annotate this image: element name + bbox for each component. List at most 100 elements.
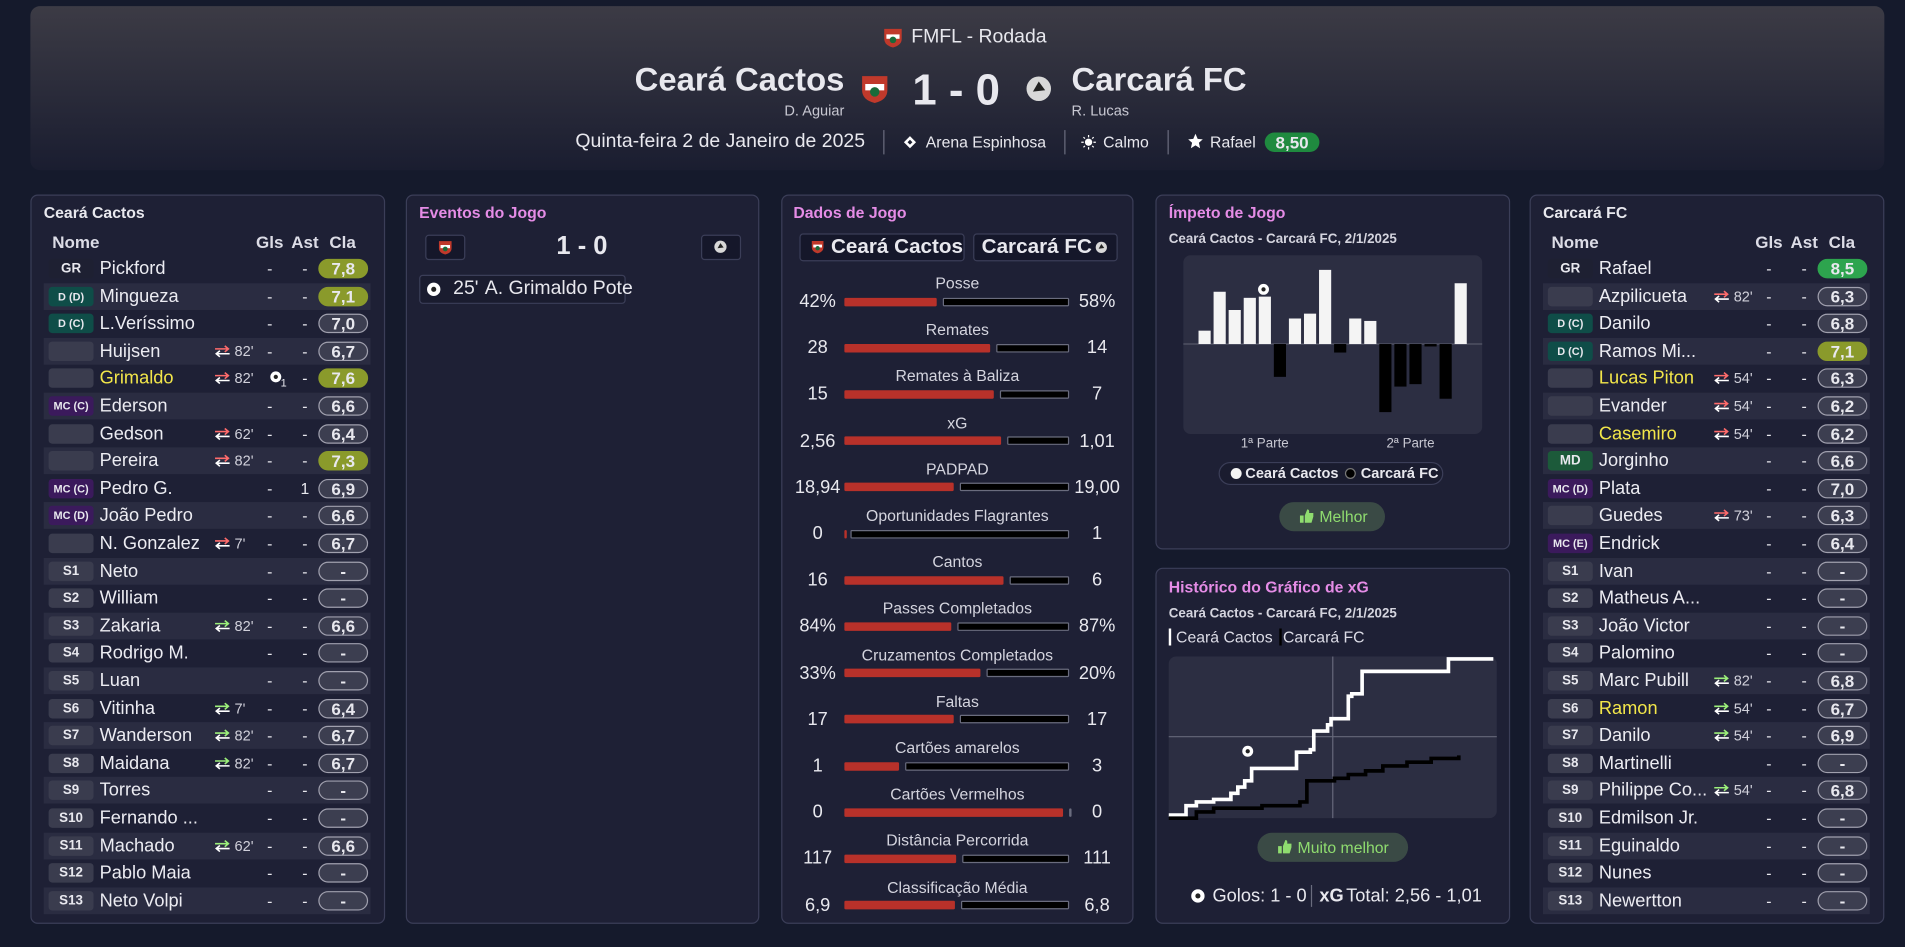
icon-part: [215, 734, 230, 742]
icon-part: [215, 757, 230, 765]
rating-badge: 6,4: [318, 698, 369, 718]
goals: -: [1766, 863, 1772, 883]
rating-badge: -: [1817, 588, 1868, 609]
stat-home: 117: [803, 848, 833, 870]
goals: -: [267, 561, 273, 580]
xg-line: [1168, 755, 1461, 820]
position-badge: S5: [1547, 671, 1593, 691]
row-bg: [43, 337, 371, 365]
assists: -: [302, 809, 308, 828]
position-badge: S12: [48, 863, 94, 883]
sub-icon: [215, 537, 230, 550]
column-header: Nome: [52, 232, 100, 252]
icon-part: [889, 36, 897, 44]
sub-icon: [215, 427, 230, 440]
rating-badge: 6,8: [1817, 780, 1868, 801]
player-name: Luan: [99, 670, 141, 692]
momentum-bar: [1198, 330, 1211, 345]
sub-icon: [215, 345, 230, 358]
icon-part: [1299, 509, 1314, 523]
player-name: Fernando ...: [99, 807, 198, 829]
sub-minute: 82': [234, 370, 254, 388]
stats-away-team: Carcará FC: [981, 234, 1092, 258]
assists: -: [1801, 479, 1807, 498]
icon-part: [1714, 729, 1729, 737]
position-badge: [1547, 368, 1593, 389]
events-score: 1 - 0: [556, 232, 608, 261]
stat-bar-away: [1009, 575, 1070, 585]
goals: -: [267, 287, 273, 306]
stat-away: 87%: [1078, 616, 1116, 637]
row-bg: [1542, 557, 1870, 585]
player-name: Azpilicueta: [1598, 285, 1687, 307]
rating-badge: -: [1817, 890, 1868, 911]
stat-label: Remates: [925, 320, 989, 339]
position-badge: S7: [48, 725, 94, 746]
stat-bar-home: [844, 436, 1002, 446]
rating-badge: -: [318, 671, 369, 691]
icon-part: [215, 459, 230, 468]
footer-goal-icon: [1191, 889, 1205, 903]
weather-icon: [1081, 134, 1096, 150]
icon-part: [1081, 134, 1096, 150]
icon-part: [1084, 138, 1093, 146]
icon-part: [215, 619, 230, 628]
stat-bar-away: [957, 622, 1070, 631]
icon-part: [1714, 290, 1729, 298]
stat-bar-away: [959, 482, 1070, 492]
position-badge: S6: [48, 698, 94, 718]
momentum-bar: [1409, 344, 1422, 385]
icon-part: [1714, 404, 1729, 413]
home-crest: [862, 76, 888, 103]
stat-away: 20%: [1078, 662, 1116, 684]
icon-part: [442, 245, 448, 251]
player-name: Pedro G.: [99, 478, 173, 499]
verdict: Muito melhor: [1297, 838, 1389, 857]
position-badge: [1547, 506, 1593, 526]
legend-entry: Ceará Cactos: [1176, 627, 1273, 647]
position-badge: S8: [48, 753, 94, 773]
sub-minute: 54': [1733, 397, 1753, 415]
rating-badge: 7,3: [318, 451, 369, 471]
rating-badge: -: [1817, 753, 1868, 773]
stat-bar-away: [996, 343, 1070, 353]
column-header: Nome: [1551, 232, 1599, 252]
momentum-bar: [1319, 269, 1332, 345]
stat-away: 3: [1092, 755, 1103, 777]
player-name: Guedes: [1598, 505, 1663, 527]
icon-part: [1098, 243, 1104, 249]
player-name: Edmilson Jr.: [1598, 807, 1699, 829]
player-name: Palomino: [1598, 642, 1675, 664]
assists: -: [1801, 836, 1807, 855]
position-badge: S13: [48, 890, 94, 911]
momentum-bar: [1379, 344, 1392, 413]
chart-subtitle: Ceará Cactos - Carcará FC, 2/1/2025: [1168, 232, 1397, 247]
row-bg: [43, 832, 371, 859]
icon-part: [215, 454, 230, 463]
column-header: Ast: [291, 232, 319, 252]
assists: -: [302, 781, 308, 800]
goals: -: [1766, 369, 1772, 388]
row-bg: [1542, 832, 1870, 859]
assists: -: [302, 891, 308, 910]
stat-bar-home: [844, 529, 847, 538]
events-panel: [405, 194, 760, 924]
assists: -: [1801, 644, 1807, 663]
stat-home: 2,56: [799, 430, 836, 452]
stat-bar-away: [959, 715, 1070, 724]
position-badge: MD: [1547, 451, 1593, 471]
rating-badge: 7,8: [318, 258, 369, 279]
assists: -: [302, 396, 308, 416]
icon-part: [215, 707, 230, 715]
rating-badge: -: [318, 863, 369, 883]
away-crest: [714, 240, 727, 253]
stat-away: 6,8: [1084, 894, 1110, 916]
stat-bar-home: [844, 297, 937, 306]
rating-badge: -: [1817, 835, 1868, 856]
rating-badge: 6,3: [1817, 506, 1868, 526]
sub-minute: 82': [234, 342, 254, 360]
position-badge: [1547, 286, 1593, 306]
sub-minute: 62': [234, 837, 254, 855]
assists: -: [1801, 561, 1807, 580]
